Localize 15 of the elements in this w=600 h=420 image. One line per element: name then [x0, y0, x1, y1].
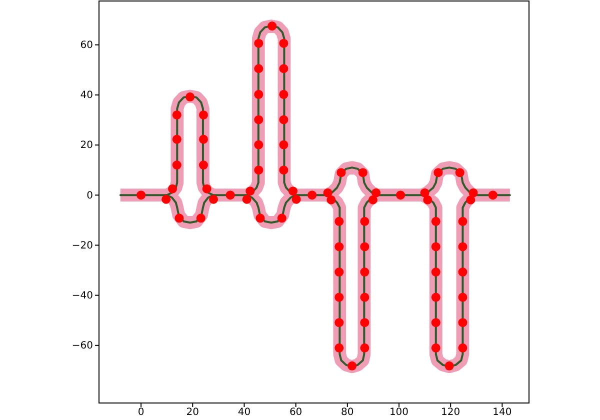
y-tick-label: 60: [80, 40, 93, 52]
x-tick-label: 40: [238, 407, 251, 418]
y-tick-label: −20: [72, 240, 93, 252]
x-tick-label: 140: [492, 407, 512, 418]
x-tick-label: 0: [138, 407, 144, 418]
x-tick-label: 80: [341, 407, 354, 418]
x-tick-label: 120: [441, 407, 460, 418]
y-tick-label: −40: [72, 290, 93, 302]
y-tick-label: −60: [72, 340, 93, 352]
x-tick-label: 20: [186, 407, 199, 418]
x-tick-label: 100: [389, 407, 409, 418]
y-tick-label: 40: [80, 90, 93, 102]
y-tick-label: 0: [86, 190, 93, 202]
y-tick-label: 20: [80, 140, 93, 152]
x-tick-label: 60: [289, 407, 302, 418]
